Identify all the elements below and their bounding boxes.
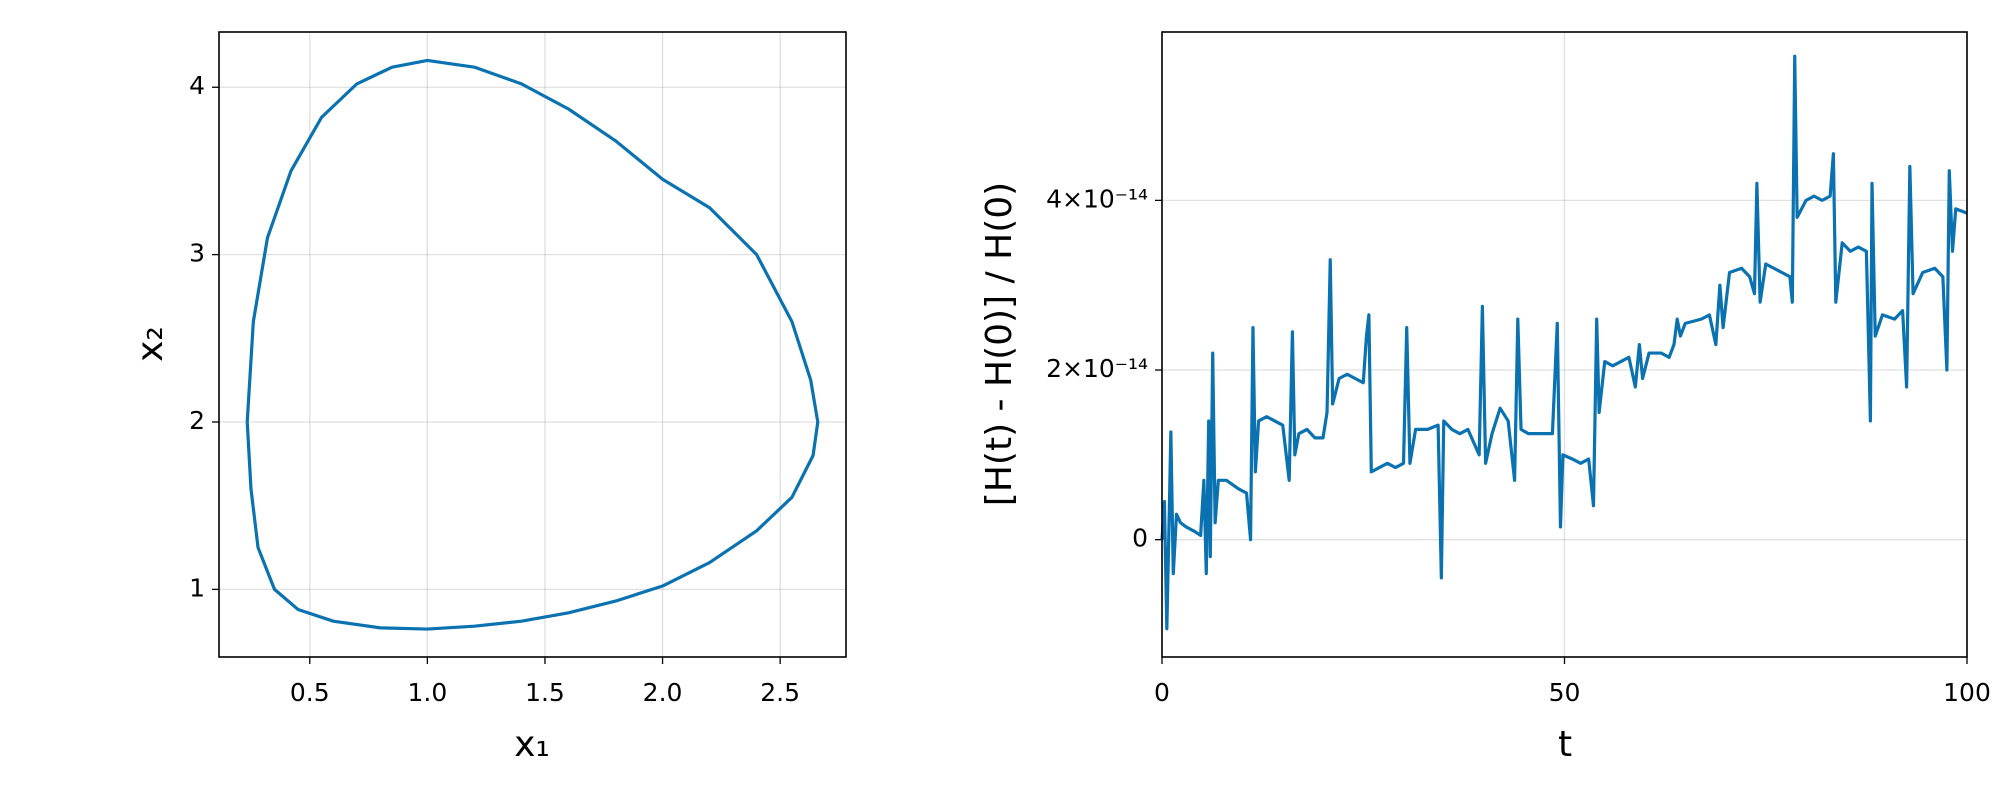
y-tick-label: 1 xyxy=(189,573,205,602)
x-tick-label: 2.5 xyxy=(760,678,800,707)
y-tick-label: 2 xyxy=(189,406,205,435)
plot-frame xyxy=(1161,31,1968,658)
y-tick-label: 2×10⁻¹⁴ xyxy=(1046,354,1148,383)
y-axis-label: [H(t) - H(0)] / H(0) xyxy=(979,182,1020,506)
x-tick-label: 1.5 xyxy=(525,678,565,707)
x-tick-label: 100 xyxy=(1943,678,1991,707)
y-axis-label: x₂ xyxy=(130,326,171,362)
y-tick-label: 4×10⁻¹⁴ xyxy=(1046,184,1148,213)
x-tick-label: 0 xyxy=(1154,678,1170,707)
x-axis-label: t xyxy=(1558,724,1572,765)
y-tick-label: 0 xyxy=(1132,524,1148,553)
x-axis-label: x₁ xyxy=(514,724,550,765)
y-tick-label: 3 xyxy=(189,239,205,268)
plot-frame xyxy=(218,31,847,658)
x-tick-label: 0.5 xyxy=(290,678,330,707)
data-line xyxy=(1160,54,1968,631)
x-tick-label: 2.0 xyxy=(643,678,683,707)
x-tick-label: 50 xyxy=(1549,678,1581,707)
data-line xyxy=(245,58,820,631)
x-tick-label: 1.0 xyxy=(407,678,447,707)
y-tick-label: 4 xyxy=(189,71,205,100)
